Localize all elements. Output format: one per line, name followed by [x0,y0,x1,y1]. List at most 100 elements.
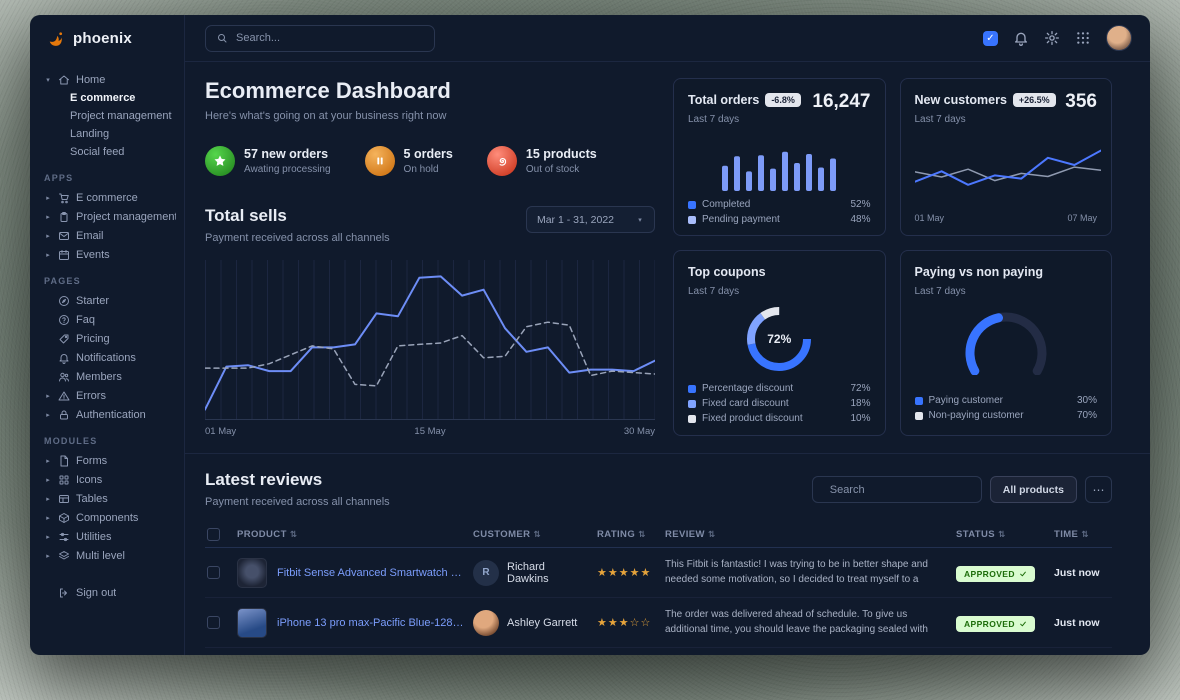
reviews-search-input[interactable] [829,483,972,496]
notifications-button[interactable] [1013,30,1029,46]
mail-icon [58,230,70,242]
row-checkbox[interactable] [207,616,220,629]
stats-row: 57 new orders Awating processing 5 order… [205,146,655,176]
sidebar-item-components[interactable]: ▸ Components [40,508,176,527]
caret-right-icon: ▸ [46,514,50,522]
customer-name: Ashley Garrett [507,616,578,629]
sidebar-item-starter[interactable]: Starter [40,291,176,310]
x-tick: 01 May [205,426,237,437]
legend-swatch [688,384,696,393]
brand-logo[interactable]: phoenix [30,15,184,62]
sidebar-item-label: Components [76,511,139,524]
legend-swatch [688,200,696,209]
sidebar-item-tables[interactable]: ▸ Tables [40,489,176,508]
reviews-search[interactable] [811,476,982,503]
sidebar-item-errors[interactable]: ▸ Errors [40,386,176,405]
caret-right-icon: ▸ [46,533,50,541]
sells-x-axis: 01 May 15 May 30 May [205,426,655,437]
grid-icon [1075,30,1091,46]
legend-label: Completed [702,199,751,210]
stat-orders-on-hold: 5 orders On hold [364,146,453,176]
product-link[interactable]: iPhone 13 pro max-Pacific Blue-128GB sto… [277,616,465,629]
total-sells-subtitle: Payment received across all channels [205,232,390,244]
sidebar-item-project-management[interactable]: Project management [70,110,172,122]
table-icon [58,493,70,505]
product-link[interactable]: Fitbit Sense Advanced Smartwatch with To… [277,566,465,579]
caret-right-icon: ▸ [46,495,50,503]
search-input[interactable] [236,32,424,44]
sidebar-item-apps-project-management[interactable]: ▸ Project management [40,207,176,226]
sidebar-item-email[interactable]: ▸ Email [40,226,176,245]
sidebar-item-label: Utilities [76,530,112,543]
column-header-product[interactable]: PRODUCT ⇅ [237,529,298,540]
card-title: New customers [914,93,1007,107]
donut-center-label: 72% [767,332,792,346]
sidebar-item-icons[interactable]: ▸ Icons [40,470,176,489]
all-products-filter-button[interactable]: All products [989,476,1077,503]
customer-name: Richard Dawkins [507,560,549,585]
column-header-customer[interactable]: CUSTOMER ⇅ [473,529,541,540]
sidebar-item-members[interactable]: Members [40,367,176,386]
total-sells-title: Total sells [205,206,287,225]
legend-value: 72% [850,383,871,394]
card-title: Paying vs non paying [914,265,1044,279]
nav-section-pages: PAGES [44,276,81,286]
sidebar-item-apps-ecommerce[interactable]: ▸ E commerce [40,188,176,207]
sidebar-item-authentication[interactable]: ▸ Authentication [40,405,176,424]
settings-button[interactable] [1044,30,1060,46]
x-tick: 30 May [623,426,655,437]
sidebar-item-label: Icons [76,473,103,486]
sidebar-item-utilities[interactable]: ▸ Utilities [40,527,176,546]
sidebar-item-notifications[interactable]: Notifications [40,348,176,367]
user-avatar[interactable] [1106,25,1132,51]
compass-icon [58,295,70,307]
brand-name: phoenix [73,30,132,47]
trend-badge: +26.5% [1012,93,1056,107]
stat-label: Out of stock [525,164,580,175]
total-orders-value: 16,247 [812,91,871,112]
theme-toggle-checkbox[interactable]: ✓ [983,30,998,46]
box-icon [58,512,70,524]
caret-right-icon: ▸ [46,392,50,400]
sidebar-item-label: Starter [76,294,110,307]
sidebar-item-events[interactable]: ▸ Events [40,245,176,264]
sidebar-item-ecommerce[interactable]: E commerce [70,92,136,104]
sidebar-item-label: Email [76,229,104,242]
legend-value: 10% [850,413,871,424]
sidebar-item-multi-level[interactable]: ▸ Multi level [40,546,176,565]
table-header-row: PRODUCT ⇅ CUSTOMER ⇅ RATING ⇅ REVIEW ⇅ STATU… [205,522,1112,548]
select-all-checkbox[interactable] [207,528,220,541]
sidebar-item-faq[interactable]: Faq [40,310,176,329]
card-period: Last 7 days [914,286,966,297]
sidebar-item-home[interactable]: ▾ Home [40,70,176,89]
review-time: Just now [1054,616,1100,629]
row-checkbox[interactable] [207,566,220,579]
sidebar-item-label: Pricing [76,332,110,345]
table-row: Fitbit Sense Advanced Smartwatch with To… [205,548,1112,598]
sidebar-item-forms[interactable]: ▸ Forms [40,451,176,470]
stat-label: On hold [403,164,439,175]
search-icon [216,32,228,44]
sidebar-item-sign-out[interactable]: Sign out [40,583,176,602]
date-range-select[interactable]: Mar 1 - 31, 2022 ▾ [525,206,655,233]
column-header-rating[interactable]: RATING ⇅ [597,529,646,540]
column-header-review[interactable]: REVIEW ⇅ [665,529,716,540]
column-header-status[interactable]: STATUS ⇅ [956,529,1006,540]
more-options-button[interactable]: ⋯ [1085,476,1112,503]
main-area: ✓ Ecommerce Dashboard Here's wha [185,15,1150,655]
sidebar-item-landing[interactable]: Landing [70,128,110,140]
help-icon [58,314,70,326]
apps-grid-button[interactable] [1075,30,1091,46]
sidebar-item-label: E commerce [76,191,138,204]
sidebar-item-pricing[interactable]: Pricing [40,329,176,348]
stat-out-of-stock: 15 products Out of stock [486,146,597,176]
sort-icon: ⇅ [1081,529,1089,539]
sidebar-item-label: Notifications [76,351,136,364]
total-orders-card: Total orders -6.8% Last 7 days 16,247 Com… [673,78,886,236]
column-header-time[interactable]: TIME ⇅ [1054,529,1089,540]
calendar-icon [58,249,70,261]
global-search[interactable] [205,24,435,52]
legend-swatch [688,414,696,423]
sidebar-item-social-feed[interactable]: Social feed [70,146,125,158]
check-icon: ✓ [986,32,995,44]
